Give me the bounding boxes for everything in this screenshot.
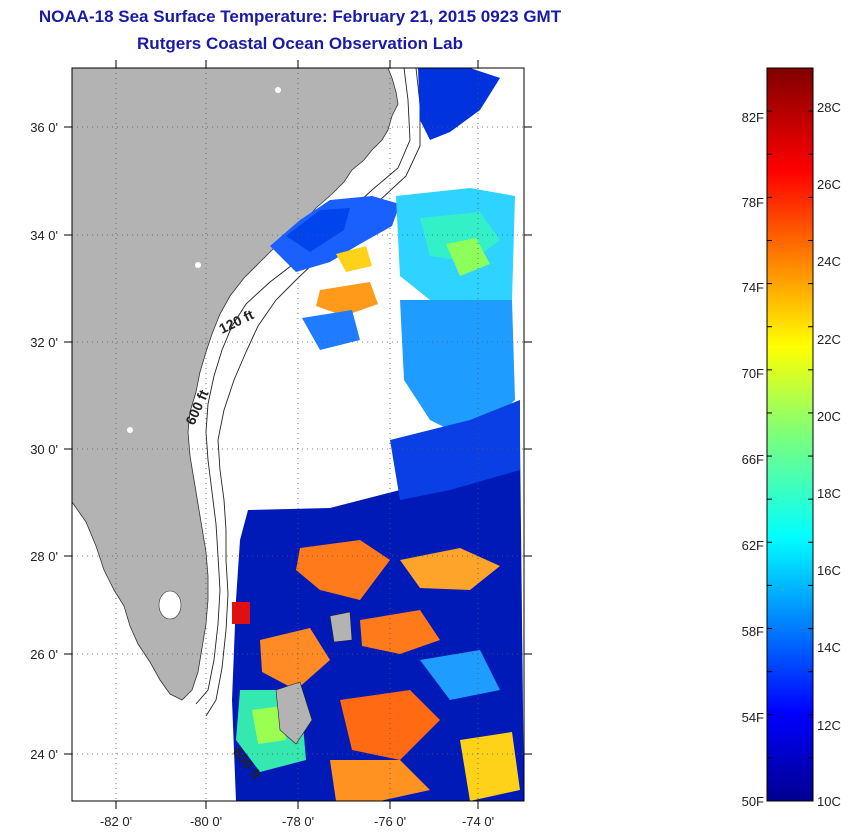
map-area: 120 ft 600 ft 600 ft <box>72 68 524 801</box>
colorbar-c-label: 28C <box>817 100 841 115</box>
colorbar-c-label: 12C <box>817 718 841 733</box>
lon-label: -80 0' <box>190 814 222 829</box>
lake <box>195 262 201 268</box>
colorbar-f-label: 78F <box>742 195 764 210</box>
colorbar <box>766 67 814 802</box>
colorbar-f-label: 50F <box>742 794 764 809</box>
land-mass <box>72 68 399 701</box>
chart-subtitle: Rutgers Coastal Ocean Observation Lab <box>137 34 463 53</box>
colorbar-c-label: 20C <box>817 409 841 424</box>
lat-label: 34 0' <box>30 228 58 243</box>
colorbar-f-label: 74F <box>742 280 764 295</box>
lon-label: -74 0' <box>462 814 494 829</box>
lake <box>275 87 281 93</box>
chart-title: NOAA-18 Sea Surface Temperature: Februar… <box>38 7 562 26</box>
colorbar-c-label: 16C <box>817 563 841 578</box>
colorbar-c-label: 22C <box>817 332 841 347</box>
axis-ticks <box>64 60 532 809</box>
colorbar-c-label: 18C <box>817 486 841 501</box>
lat-label: 24 0' <box>30 747 58 762</box>
colorbar-f-label: 66F <box>742 452 764 467</box>
lake <box>127 427 133 433</box>
lat-label: 28 0' <box>30 549 58 564</box>
contour-600ft <box>205 68 421 717</box>
grid-lines <box>72 68 524 801</box>
lon-label: -78 0' <box>282 814 314 829</box>
sst-data-layer <box>232 68 524 801</box>
colorbar-f-label: 54F <box>742 710 764 725</box>
colorbar-c-label: 14C <box>817 640 841 655</box>
contour-120ft <box>195 68 411 705</box>
lat-label: 36 0' <box>30 120 58 135</box>
colorbar-f-label: 70F <box>742 366 764 381</box>
colorbar-f-label: 58F <box>742 624 764 639</box>
lat-label: 30 0' <box>30 442 58 457</box>
lat-label: 26 0' <box>30 647 58 662</box>
lake-okeechobee <box>158 590 182 620</box>
colorbar-ticks <box>767 110 813 759</box>
colorbar-f-label: 62F <box>742 538 764 553</box>
colorbar-c-label: 26C <box>817 177 841 192</box>
lon-label: -82 0' <box>100 814 132 829</box>
colorbar-f-label: 82F <box>742 110 764 125</box>
lon-label: -76 0' <box>374 814 406 829</box>
lat-label: 32 0' <box>30 335 58 350</box>
colorbar-c-label: 10C <box>817 794 841 809</box>
colorbar-c-label: 24C <box>817 254 841 269</box>
